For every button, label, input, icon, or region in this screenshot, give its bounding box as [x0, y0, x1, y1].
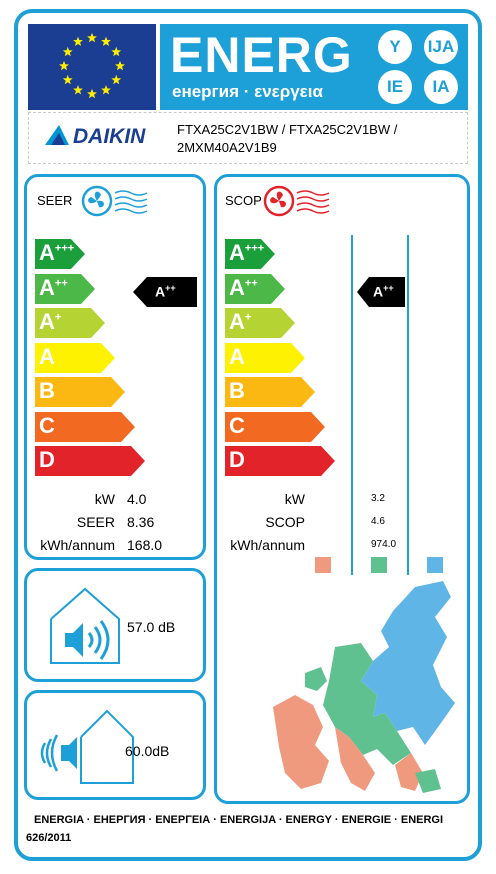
heating-class-bar: A+: [225, 308, 295, 338]
cooling-row-value: 8.36: [127, 514, 155, 530]
energy-title: ENERG: [170, 27, 353, 83]
cooling-row-label: SEER: [76, 514, 115, 530]
indoor-noise-icon: [50, 587, 120, 664]
eu-star: [73, 85, 83, 95]
heating-class-label: A+++: [229, 240, 265, 265]
eu-star: [111, 74, 122, 85]
cooling-class-label: C: [39, 412, 55, 438]
model-line-2: 2MXM40A2V1B9: [177, 140, 277, 155]
cooling-panel: SEER A+++ A++ A+ A B C D A++ kW 4.0 SEER 8.36 kWh/…: [24, 174, 206, 560]
eu-star: [73, 36, 83, 46]
outdoor-noise-panel: 60.0dB: [24, 690, 206, 800]
heating-row-value: 974.0: [371, 539, 397, 550]
outdoor-noise-value: 60.0dB: [125, 743, 170, 759]
cooling-rating-sup: ++: [165, 283, 176, 293]
cooling-class-bar: A+++: [35, 239, 85, 269]
cooling-class-bar: D: [35, 446, 145, 476]
eu-star: [101, 85, 111, 95]
cooling-class-bar: A+: [35, 308, 105, 338]
cooling-class-bar: C: [35, 411, 135, 442]
climate-average-swatch: [371, 557, 387, 573]
cooling-class-bar: A: [35, 342, 115, 373]
eu-star: [62, 74, 73, 85]
energy-banner: ENERG енергия · ενεργεια Y IJA IE IA: [160, 24, 468, 110]
outdoor-noise-icon: [40, 709, 134, 784]
brand-row: DAIKIN FTXA25C2V1BW / FTXA25C2V1BW / 2MX…: [28, 112, 468, 164]
lang-circle-y: Y: [378, 30, 412, 64]
heating-row-value: 3.2: [371, 493, 385, 504]
cooling-class-label: A+++: [39, 240, 75, 265]
eu-star: [87, 88, 97, 99]
eu-star: [62, 46, 73, 57]
heating-panel: SCOP A+++ A++ A+ A B C D A++ kW 3.2 SCOP 4.6 kWh/a…: [214, 174, 470, 804]
lang-circle-ia: IA: [424, 70, 458, 104]
cooling-class-label: A++: [39, 274, 68, 300]
climate-divider-1: [351, 235, 353, 575]
europe-climate-map: [273, 581, 455, 793]
cooling-class-label: A: [39, 343, 55, 369]
cooling-row-label: kW: [94, 491, 115, 507]
eu-stars-icon: [59, 32, 125, 99]
eu-star: [111, 46, 122, 57]
label-frame: [14, 9, 482, 861]
heating-class-label: D: [229, 447, 245, 472]
heating-class-label: A++: [229, 274, 258, 300]
cooling-class-label: B: [39, 378, 55, 403]
cooling-class-label: D: [39, 447, 55, 472]
lang-circle-ie: IE: [378, 70, 412, 104]
model-numbers: FTXA25C2V1BW / FTXA25C2V1BW / 2MXM40A2V1…: [177, 121, 397, 157]
fan-heat-icon: [263, 185, 330, 217]
eu-star: [59, 60, 69, 71]
eu-star: [101, 36, 111, 46]
cooling-row-value: 4.0: [127, 491, 147, 507]
footer-languages: ENERGIA · ЕНЕРГИЯ · ΕΝΕΡΓΕΙΑ · ENERGIJA …: [34, 814, 444, 826]
heating-class-bar: A++: [225, 273, 285, 304]
cooling-row-label: kWh/annum: [40, 537, 115, 553]
cooling-rating-letter: A: [155, 283, 166, 300]
cooling-class-bar: B: [35, 377, 125, 407]
brand-name: DAIKIN: [73, 125, 146, 147]
heating-rating-arrow: A++: [357, 277, 405, 307]
heating-row-label: kWh/annum: [230, 537, 305, 553]
heating-title: SCOP: [225, 193, 262, 208]
heating-class-bar: A: [225, 342, 305, 373]
heating-class-bar: A+++: [225, 239, 275, 269]
heating-row-label: SCOP: [265, 514, 305, 530]
eu-flag: [28, 24, 156, 110]
eu-star: [87, 32, 97, 43]
regulation-number: 626/2011: [26, 832, 72, 844]
heating-row-label: kW: [284, 491, 305, 507]
label-header: ENERG енергия · ενεργεια Y IJA IE IA: [28, 24, 468, 110]
cooling-rating-arrow: A++: [133, 277, 197, 307]
cooling-row-value: 168.0: [127, 537, 163, 553]
heating-class-bar: D: [225, 446, 335, 476]
cooling-class-label: A+: [39, 309, 62, 334]
heating-row-value: 4.6: [371, 516, 385, 527]
heating-class-label: A+: [229, 309, 252, 334]
cooling-title: SEER: [37, 193, 73, 208]
heating-class-bar: C: [225, 411, 325, 442]
indoor-noise-value: 57.0 dB: [127, 619, 176, 635]
cooling-class-bar: A++: [35, 273, 95, 304]
fan-cool-icon: [81, 185, 148, 217]
eu-star: [115, 60, 125, 71]
heating-rating-sup: ++: [383, 283, 394, 293]
energy-subtitle: енергия · ενεργεια: [172, 82, 323, 101]
heating-class-bar: B: [225, 377, 315, 407]
heating-class-label: A: [229, 343, 245, 369]
lang-circle-ija: IJA: [424, 30, 458, 64]
indoor-noise-panel: 57.0 dB: [24, 568, 206, 682]
heating-class-label: B: [229, 378, 245, 403]
climate-colder-swatch: [427, 557, 443, 573]
heating-rating-letter: A: [373, 283, 384, 300]
daikin-logo: DAIKIN: [45, 123, 163, 152]
heating-class-label: C: [229, 412, 245, 438]
model-line-1: FTXA25C2V1BW / FTXA25C2V1BW /: [177, 122, 398, 137]
climate-divider-2: [407, 235, 409, 575]
climate-warmer-swatch: [315, 557, 331, 573]
